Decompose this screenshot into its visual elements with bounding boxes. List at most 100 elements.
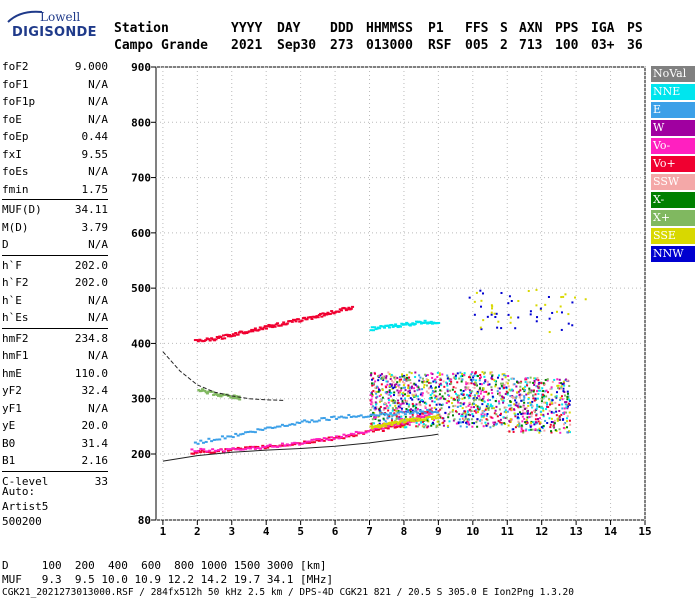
echo-point <box>489 399 492 402</box>
echo-point <box>413 382 416 385</box>
echo-point <box>461 397 464 400</box>
echo-point <box>405 376 408 379</box>
echo-point <box>461 413 464 416</box>
param-row: foEp 0.44 <box>2 128 108 146</box>
param-row: foE N/A <box>2 111 108 129</box>
echo-point <box>450 378 453 381</box>
echo-point <box>424 373 427 376</box>
trace-point <box>244 431 248 434</box>
echo-point <box>541 396 544 399</box>
trace-point <box>384 412 388 415</box>
echo-point <box>566 403 569 406</box>
trace-point <box>390 423 394 426</box>
echo-point <box>523 401 526 404</box>
echo-point <box>411 409 414 412</box>
trace-point <box>396 424 400 427</box>
echo-point <box>530 411 533 414</box>
echo-point <box>383 414 386 417</box>
trace-point <box>310 419 314 422</box>
echo-point <box>412 405 415 408</box>
echo-point <box>464 415 467 418</box>
echo-point <box>540 413 543 416</box>
echo-point <box>500 382 503 385</box>
trace-point <box>322 437 326 440</box>
trace-point <box>398 422 402 425</box>
echo-point <box>546 379 549 382</box>
echo-point <box>410 408 413 411</box>
trace-point <box>431 322 435 325</box>
trace-point <box>312 438 316 441</box>
echo-point <box>523 417 526 420</box>
echo-point <box>387 397 390 400</box>
echo-point <box>518 394 521 397</box>
echo-point <box>548 403 551 406</box>
echo-point <box>402 384 405 387</box>
trace-point <box>357 431 361 434</box>
echo-point <box>548 409 551 412</box>
echo-point <box>472 376 475 379</box>
trace-point <box>296 318 300 321</box>
echo-point <box>473 300 476 303</box>
echo-point <box>555 410 558 413</box>
echo-point <box>407 384 410 387</box>
echo-point <box>512 428 515 431</box>
echo-point <box>436 420 439 423</box>
echo-point <box>463 419 466 422</box>
trace-point <box>231 333 235 336</box>
echo-point <box>405 407 408 410</box>
echo-point <box>555 395 558 398</box>
header-s-value: 2 <box>500 38 508 53</box>
echo-point <box>397 405 400 408</box>
echo-point <box>414 393 417 396</box>
trace-point <box>293 319 297 322</box>
digisonde-logo: Lowell DIGISONDE <box>4 8 104 42</box>
trace-point <box>303 419 307 422</box>
echo-point <box>448 379 451 382</box>
echo-point <box>501 398 504 401</box>
trace-point <box>213 393 217 396</box>
echo-point <box>430 407 433 410</box>
echo-point <box>428 404 431 407</box>
echo-point <box>469 394 472 397</box>
trace-point <box>276 445 280 448</box>
echo-point <box>468 423 471 426</box>
trace-point <box>352 433 356 436</box>
echo-point <box>378 419 381 422</box>
echo-point <box>501 378 504 381</box>
echo-point <box>440 407 443 410</box>
echo-point <box>566 431 569 434</box>
trace-point <box>342 437 346 440</box>
trace-point <box>244 446 248 449</box>
echo-point <box>394 404 397 407</box>
echo-point <box>500 422 503 425</box>
param-row: MUF(D) 34.11 <box>2 201 108 219</box>
echo-point <box>393 401 396 404</box>
echo-point <box>380 383 383 386</box>
trace-point <box>437 321 441 324</box>
echo-point <box>405 426 408 429</box>
echo-point <box>532 381 535 384</box>
echo-point <box>410 387 413 390</box>
trace-point <box>396 423 400 426</box>
echo-point <box>374 386 377 389</box>
echo-point <box>481 403 484 406</box>
echo-point <box>535 413 538 416</box>
echo-point <box>499 418 502 421</box>
echo-point <box>489 426 492 429</box>
echo-point <box>536 417 539 420</box>
trace-point <box>359 414 363 417</box>
echo-point <box>491 375 494 378</box>
trace-point <box>309 316 313 319</box>
echo-point <box>455 422 458 425</box>
echo-point <box>563 411 566 414</box>
trace-point <box>418 320 422 323</box>
echo-point <box>537 392 540 395</box>
param-value: 34.11 <box>74 203 108 216</box>
echo-point <box>472 378 475 381</box>
echo-point <box>456 396 459 399</box>
trace-point <box>346 308 350 311</box>
param-value: 31.4 <box>81 436 109 450</box>
trace-point <box>308 440 312 443</box>
echo-point <box>473 313 476 316</box>
trace-point <box>416 415 420 418</box>
